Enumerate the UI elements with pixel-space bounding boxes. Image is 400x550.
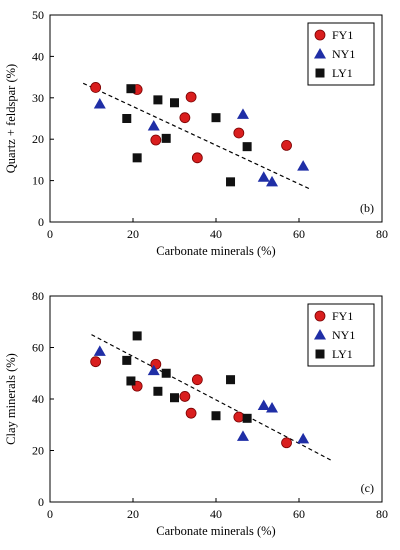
data-point bbox=[191, 374, 203, 386]
x-tick-label: 80 bbox=[376, 227, 388, 241]
chart-panel-2: 0 20 40 60 80 0 20 40 60 80 Carbonate minerals (%)… bbox=[4, 289, 388, 538]
trendline bbox=[82, 82, 312, 191]
legend: FY1 NY1 LY1 bbox=[307, 22, 375, 86]
y-axis-label: Quartz + feldspar (%) bbox=[4, 64, 18, 173]
y-axis-label: Clay minerals (%) bbox=[4, 353, 18, 445]
data-point bbox=[122, 114, 132, 123]
data-point bbox=[185, 91, 197, 103]
data-point bbox=[242, 142, 252, 152]
data-point bbox=[161, 133, 171, 143]
x-axis-label: Carbonate minerals (%) bbox=[156, 244, 275, 258]
series-fy1 bbox=[90, 356, 292, 449]
data-point bbox=[185, 407, 197, 419]
panel-label: (c) bbox=[361, 481, 374, 495]
data-point bbox=[147, 364, 160, 376]
data-point bbox=[211, 411, 221, 421]
data-point bbox=[257, 399, 270, 410]
series-ly1 bbox=[122, 331, 252, 423]
data-point bbox=[179, 112, 191, 124]
x-tick-label: 0 bbox=[47, 507, 53, 521]
legend-marker bbox=[314, 48, 326, 59]
x-tick-label: 40 bbox=[210, 227, 222, 241]
y-tick-label: 10 bbox=[32, 174, 44, 188]
legend-label: LY1 bbox=[332, 66, 353, 80]
series-ly1 bbox=[122, 84, 252, 187]
data-point bbox=[161, 368, 171, 378]
data-point bbox=[90, 356, 102, 368]
data-point bbox=[257, 171, 270, 182]
y-tick-label: 0 bbox=[38, 495, 44, 509]
data-point bbox=[93, 345, 106, 356]
legend-label: NY1 bbox=[332, 328, 355, 342]
y-tick-label: 20 bbox=[32, 444, 44, 458]
x-tick-label: 20 bbox=[127, 507, 139, 521]
x-tick-label: 60 bbox=[293, 227, 305, 241]
y-tick-label: 60 bbox=[32, 341, 44, 355]
legend-marker bbox=[314, 29, 326, 41]
data-point bbox=[122, 355, 132, 365]
x-tick-label: 0 bbox=[47, 227, 53, 241]
legend-marker bbox=[314, 310, 326, 322]
panel-label: (b) bbox=[360, 201, 374, 215]
y-tick-label: 50 bbox=[32, 8, 44, 22]
data-point bbox=[170, 393, 179, 403]
data-point bbox=[297, 432, 310, 444]
data-point bbox=[126, 84, 136, 94]
data-point bbox=[191, 152, 203, 164]
legend-label: FY1 bbox=[332, 28, 353, 42]
series-ny1 bbox=[93, 98, 310, 187]
data-point bbox=[170, 98, 179, 108]
data-point bbox=[153, 386, 163, 396]
y-tick-label: 0 bbox=[38, 215, 44, 229]
data-point bbox=[153, 95, 163, 105]
trendline bbox=[91, 334, 333, 462]
legend-marker bbox=[315, 68, 325, 78]
data-point bbox=[211, 113, 221, 123]
data-point bbox=[226, 375, 236, 385]
y-tick-label: 80 bbox=[32, 289, 44, 303]
y-tick-label: 40 bbox=[32, 49, 44, 63]
legend-marker bbox=[314, 329, 326, 340]
y-tick-label: 30 bbox=[32, 91, 44, 105]
x-tick-label: 60 bbox=[293, 507, 305, 521]
data-point bbox=[226, 177, 236, 187]
data-point bbox=[93, 98, 106, 109]
chart-panel-1: 0 20 40 60 80 0 10 20 30 40 50 Carbonate minerals (… bbox=[4, 8, 388, 258]
data-point bbox=[266, 175, 279, 187]
legend-marker bbox=[315, 349, 325, 359]
x-tick-label: 40 bbox=[210, 507, 222, 521]
data-point bbox=[132, 331, 142, 341]
data-point bbox=[236, 108, 249, 119]
x-tick-label: 80 bbox=[376, 507, 388, 521]
legend-label: LY1 bbox=[332, 347, 353, 361]
data-point bbox=[233, 127, 245, 139]
legend-label: FY1 bbox=[332, 309, 353, 323]
data-point bbox=[236, 430, 249, 441]
y-tick-label: 20 bbox=[32, 132, 44, 146]
x-axis-label: Carbonate minerals (%) bbox=[156, 524, 275, 538]
data-point bbox=[266, 402, 279, 413]
data-point bbox=[281, 140, 292, 151]
y-tick-label: 40 bbox=[32, 392, 44, 406]
series-ny1 bbox=[93, 345, 310, 444]
data-point bbox=[179, 391, 191, 402]
legend-label: NY1 bbox=[332, 47, 355, 61]
series-fy1 bbox=[90, 82, 292, 164]
data-point bbox=[126, 376, 136, 386]
data-point bbox=[132, 153, 142, 163]
data-point bbox=[297, 160, 310, 171]
data-point bbox=[147, 119, 160, 131]
data-point bbox=[90, 82, 102, 93]
data-point bbox=[150, 134, 162, 146]
data-point bbox=[233, 411, 245, 423]
data-point bbox=[242, 413, 252, 423]
legend: FY1 NY1 LY1 bbox=[307, 303, 375, 367]
data-point bbox=[281, 437, 292, 449]
x-tick-label: 20 bbox=[127, 227, 139, 241]
